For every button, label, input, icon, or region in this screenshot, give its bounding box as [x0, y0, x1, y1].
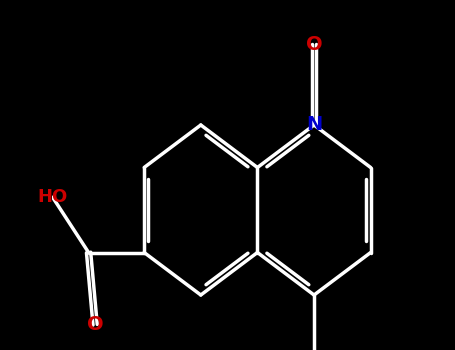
Text: N: N [306, 116, 322, 134]
Text: HO: HO [37, 188, 68, 206]
Text: O: O [306, 35, 322, 54]
Text: O: O [87, 315, 103, 334]
